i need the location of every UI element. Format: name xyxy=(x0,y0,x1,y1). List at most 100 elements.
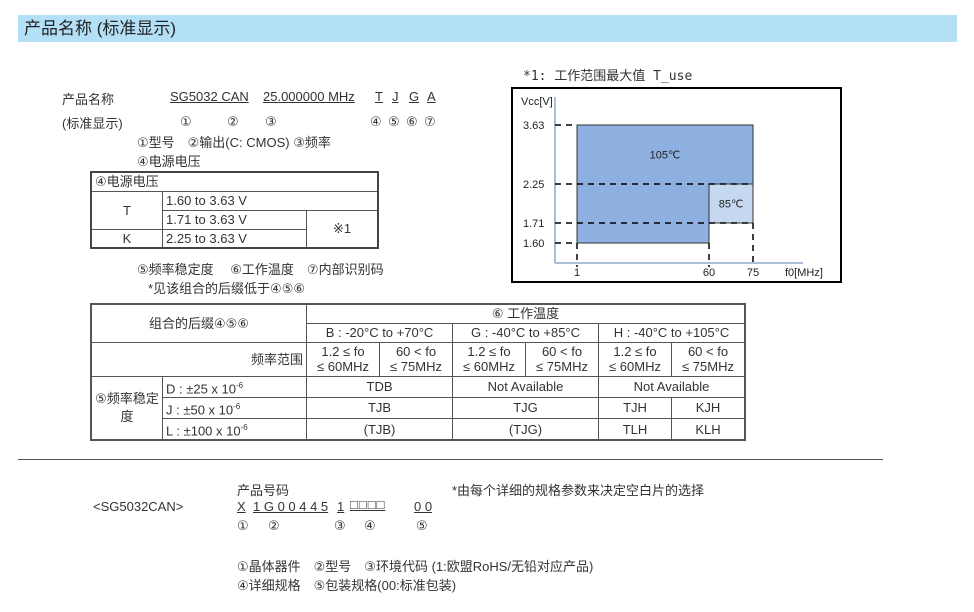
marker: ② xyxy=(227,114,239,129)
x-tick-label: 1 xyxy=(574,267,580,279)
stability-code-text: J : ±50 x 10 xyxy=(166,402,234,418)
part-voltage: T xyxy=(375,89,383,104)
suffix-cell: (TJB) xyxy=(306,418,453,441)
y-tick-label: 3.63 xyxy=(523,120,544,132)
freq-range: 60 < fo ≤ 75MHz xyxy=(525,341,599,377)
temp-header: ⑥ 工作温度 xyxy=(306,303,746,324)
chart-frame: 105℃ 85℃ 3.63 2.25 1.71 1.60 1 60 75 Vcc[V] f0[MHz… xyxy=(511,87,842,283)
divider xyxy=(18,459,883,460)
naming-label: 产品名称 xyxy=(62,92,115,107)
corner-label: 组合的后缀④⑤⑥ xyxy=(90,303,307,343)
x-tick-label: 75 xyxy=(747,267,759,279)
marker: ③ xyxy=(265,114,277,129)
pn-segment: 1 G 0 0 4 4 5 xyxy=(253,499,329,514)
voltage-table: ④电源电压 T 1.60 to 3.63 V 1.71 to 3.63 V ※1 K… xyxy=(90,171,379,249)
suffix-cell: Not Available xyxy=(452,375,599,398)
marker: ④ xyxy=(370,114,382,129)
region-label: 105℃ xyxy=(650,150,681,162)
stability-code: L : ±100 x 10-6 xyxy=(162,418,307,441)
marker: ① xyxy=(237,518,249,533)
suffix-cell: TJG xyxy=(452,396,599,420)
naming-legend: ④电源电压 xyxy=(137,154,201,169)
freq-range-line: ≤ 60MHz xyxy=(317,359,369,374)
stability-code-text: D : ±25 x 10 xyxy=(166,380,237,396)
region xyxy=(576,124,754,185)
freq-range-line: ≤ 75MHz xyxy=(536,359,588,374)
freq-range-line: 1.2 ≤ fo xyxy=(467,344,511,359)
pn-segment: 1 xyxy=(337,499,345,514)
voltage-code: T xyxy=(90,190,163,230)
chart-note: *1: 工作范围最大值 T_use xyxy=(523,69,693,84)
freq-range-line: ≤ 75MHz xyxy=(682,359,734,374)
part-id: A xyxy=(427,89,436,104)
stability-code: D : ±25 x 10-6 xyxy=(162,375,307,398)
stability-code: J : ±50 x 10-6 xyxy=(162,396,307,420)
exponent: -6 xyxy=(233,401,241,411)
marker: ⑦ xyxy=(424,114,436,129)
naming-legend: *见该组合的后缀低于④⑤⑥ xyxy=(148,281,306,296)
operating-range-chart: 105℃ 85℃ 3.63 2.25 1.71 1.60 1 60 75 Vcc[V] f0[MHz… xyxy=(521,96,823,279)
suffix-cell: (TJG) xyxy=(452,418,599,441)
freq-range: 1.2 ≤ fo ≤ 60MHz xyxy=(598,341,672,377)
freq-range-line: ≤ 75MHz xyxy=(390,359,442,374)
marker: ④ xyxy=(364,518,376,533)
marker: ⑥ xyxy=(406,114,418,129)
section-title: 产品名称 (标准显示) xyxy=(18,15,957,42)
freq-range: 60 < fo ≤ 75MHz xyxy=(671,341,746,377)
marker: ② xyxy=(268,518,280,533)
part-stability: J xyxy=(392,89,399,104)
freq-range-line: ≤ 60MHz xyxy=(609,359,661,374)
suffix-cell: TDB xyxy=(306,375,453,398)
stability-code-text: L : ±100 x 10 xyxy=(166,423,241,439)
x-axis-label: f0[MHz] xyxy=(785,267,823,279)
pn-legend: ①晶体器件 ②型号 ③环境代码 (1:欧盟RoHS/无铅对应产品) xyxy=(237,559,594,574)
voltage-note: ※1 xyxy=(306,209,379,249)
voltage-range: 1.60 to 3.63 V xyxy=(162,190,379,211)
marker: ⑤ xyxy=(388,114,400,129)
suffix-cell: KLH xyxy=(671,418,746,441)
pn-segment: □□□□ xyxy=(350,497,386,512)
stability-label: ⑤频率稳定度 xyxy=(90,375,163,441)
freq-label: 频率范围 xyxy=(90,341,307,377)
part-series: SG5032 CAN xyxy=(170,89,249,104)
marker: ⑤ xyxy=(416,518,428,533)
freq-range-line: ≤ 60MHz xyxy=(463,359,515,374)
part-number-label: 产品号码 xyxy=(237,483,290,498)
part-freq: 25.000000 MHz xyxy=(263,89,355,104)
region xyxy=(576,183,710,244)
voltage-range: 2.25 to 3.63 V xyxy=(162,228,307,249)
naming-legend: ①型号 ②输出(C: CMOS) ③频率 xyxy=(137,135,331,150)
y-axis-label: Vcc[V] xyxy=(521,96,553,108)
freq-range-line: 60 < fo xyxy=(395,344,437,359)
naming-legend: ⑤频率稳定度 ⑥工作温度 ⑦内部识别码 xyxy=(137,262,384,277)
temp-range: G : -40°C to +85°C xyxy=(452,322,599,343)
marker: ① xyxy=(180,114,192,129)
y-tick-label: 1.71 xyxy=(523,218,544,230)
naming-label-sub: (标准显示) xyxy=(62,116,123,131)
y-tick-label: 1.60 xyxy=(523,238,544,250)
freq-range-line: 60 < fo xyxy=(687,344,729,359)
freq-range-line: 1.2 ≤ fo xyxy=(613,344,657,359)
freq-range-line: 1.2 ≤ fo xyxy=(321,344,365,359)
freq-range: 60 < fo ≤ 75MHz xyxy=(379,341,453,377)
temp-range: B : -20°C to +70°C xyxy=(306,322,453,343)
pn-segment: X xyxy=(237,499,246,514)
suffix-cell: KJH xyxy=(671,396,746,420)
part-number-note: *由每个详细的规格参数来决定空白片的选择 xyxy=(452,483,705,498)
voltage-header: ④电源电压 xyxy=(90,171,379,192)
suffix-table: 组合的后缀④⑤⑥ ⑥ 工作温度 B : -20°C to +70°C G : -… xyxy=(90,303,746,442)
suffix-cell: TJH xyxy=(598,396,672,420)
region-label: 85℃ xyxy=(719,199,744,211)
pn-segment: 0 0 xyxy=(414,499,433,514)
suffix-cell: Not Available xyxy=(598,375,746,398)
suffix-cell: TJB xyxy=(306,396,453,420)
freq-range-line: 60 < fo xyxy=(541,344,583,359)
exponent: -6 xyxy=(240,423,248,433)
marker: ③ xyxy=(334,518,346,533)
x-tick-label: 60 xyxy=(703,267,715,279)
pn-legend: ④详细规格 ⑤包装规格(00:标准包装) xyxy=(237,578,457,593)
y-tick-label: 2.25 xyxy=(523,179,544,191)
series-name: <SG5032CAN> xyxy=(93,499,184,514)
part-temp: G xyxy=(409,89,420,104)
